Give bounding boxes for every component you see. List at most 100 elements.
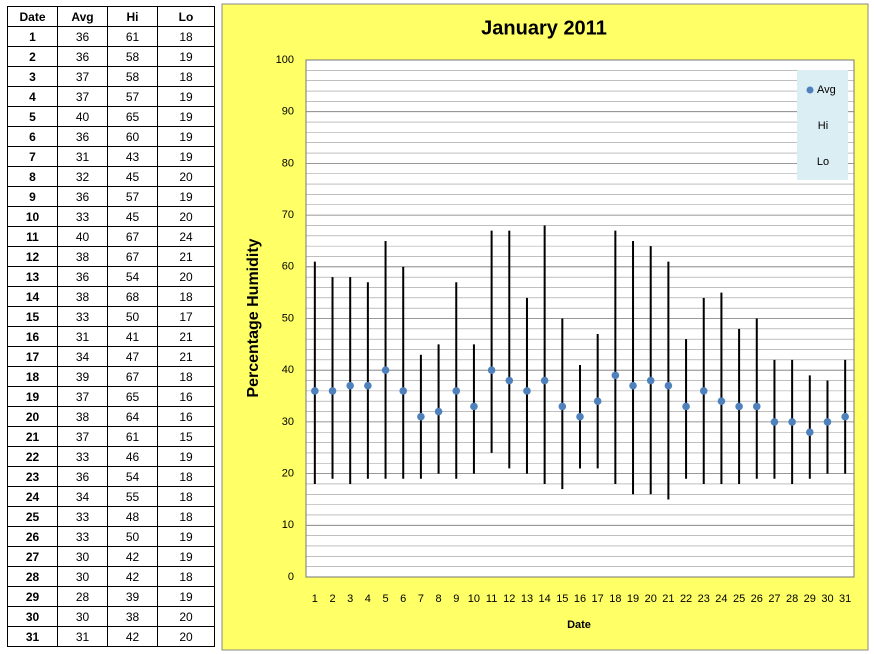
table-cell: 19 [157, 146, 215, 167]
avg-marker [558, 402, 567, 411]
table-cell: 18 [157, 366, 215, 387]
x-tick-label: 1 [312, 593, 318, 605]
table-cell: 64 [107, 406, 158, 427]
table-cell: 16 [157, 406, 215, 427]
table-cell: 33 [57, 306, 108, 327]
table-row: 15 33 50 17 [7, 306, 215, 327]
x-tick-label: 19 [627, 593, 639, 605]
table-cell: 28 [57, 586, 108, 607]
avg-marker [576, 412, 584, 421]
table-cell: 45 [107, 206, 158, 227]
avg-marker [611, 371, 620, 380]
table-cell: 20 [157, 206, 215, 227]
table-cell: 37 [57, 86, 108, 107]
table-cell: 65 [107, 106, 158, 127]
table-cell: 37 [57, 66, 108, 87]
y-tick-label: 20 [282, 468, 294, 480]
table-cell: 31 [57, 146, 108, 167]
table-cell: 4 [7, 86, 58, 107]
table-row: 14 38 68 18 [7, 286, 215, 307]
table-cell: 5 [7, 106, 58, 127]
table-row: 25 33 48 18 [7, 506, 215, 527]
table-row: 2 36 58 19 [7, 46, 215, 67]
plot-area [306, 60, 854, 577]
table-cell: 18 [157, 286, 215, 307]
table-cell: 18 [157, 506, 215, 527]
table-cell: 3 [7, 66, 58, 87]
table-cell: 34 [57, 486, 108, 507]
table-cell: 2 [7, 46, 58, 67]
table-cell: 17 [157, 306, 215, 327]
legend-box [797, 70, 848, 180]
table-row: 9 36 57 19 [7, 186, 215, 207]
x-tick-label: 20 [645, 593, 657, 605]
x-tick-label: 26 [751, 593, 763, 605]
avg-marker [646, 376, 655, 385]
table-cell: 19 [157, 106, 215, 127]
table-cell: 31 [7, 626, 58, 647]
table-cell: 29 [7, 586, 58, 607]
table-cell: 19 [157, 526, 215, 547]
table-cell: 21 [157, 326, 215, 347]
x-tick-label: 3 [347, 593, 353, 605]
table-cell: 19 [157, 186, 215, 207]
avg-marker [735, 402, 743, 411]
x-tick-label: 13 [521, 593, 533, 605]
avg-marker [346, 381, 354, 390]
header-cell: Avg [57, 6, 108, 27]
avg-marker [417, 412, 425, 421]
table-cell: 50 [107, 306, 158, 327]
legend-label: Hi [818, 120, 828, 132]
table-row: 26 33 50 19 [7, 526, 215, 547]
table-row: 19 37 65 16 [7, 386, 215, 407]
table-cell: 36 [57, 186, 108, 207]
table-cell: 40 [57, 106, 108, 127]
x-tick-label: 21 [662, 593, 674, 605]
x-tick-label: 5 [382, 593, 388, 605]
table-cell: 28 [7, 566, 58, 587]
avg-marker [452, 387, 461, 395]
table-cell: 38 [107, 606, 158, 627]
table-row: 17 34 47 21 [7, 346, 215, 367]
avg-marker [806, 428, 814, 437]
y-tick-label: 40 [282, 364, 294, 376]
y-tick-label: 100 [276, 54, 294, 66]
x-tick-label: 11 [486, 593, 497, 605]
table-cell: 19 [157, 586, 215, 607]
table-cell: 30 [57, 546, 108, 567]
avg-marker [699, 387, 708, 395]
x-tick-label: 8 [436, 593, 442, 605]
y-tick-label: 50 [282, 312, 294, 324]
avg-marker [505, 376, 514, 385]
table-cell: 47 [107, 346, 158, 367]
table-cell: 58 [107, 66, 158, 87]
table-cell: 18 [157, 466, 215, 487]
avg-marker [717, 397, 726, 406]
avg-marker [540, 376, 549, 385]
table-cell: 19 [157, 446, 215, 467]
table-cell: 21 [7, 426, 58, 447]
plot-border [305, 59, 855, 578]
x-tick-label: 18 [609, 593, 621, 605]
y-tick-label: 90 [282, 106, 294, 118]
table-cell: 33 [57, 446, 108, 467]
table-cell: 45 [107, 166, 158, 187]
table-cell: 7 [7, 146, 58, 167]
table-cell: 36 [57, 466, 108, 487]
table-cell: 46 [107, 446, 158, 467]
table-cell: 34 [57, 346, 108, 367]
table-cell: 27 [7, 546, 58, 567]
table-cell: 19 [157, 126, 215, 147]
table-cell: 20 [157, 166, 215, 187]
table-cell: 11 [7, 226, 58, 247]
table-cell: 42 [107, 546, 158, 567]
table-cell: 15 [157, 426, 215, 447]
table-row: 24 34 55 18 [7, 486, 215, 507]
table-cell: 16 [157, 386, 215, 407]
chart-background [221, 3, 869, 651]
table-cell: 20 [157, 626, 215, 647]
y-tick-label: 30 [282, 416, 294, 428]
table-cell: 57 [107, 86, 158, 107]
table-cell: 10 [7, 206, 58, 227]
